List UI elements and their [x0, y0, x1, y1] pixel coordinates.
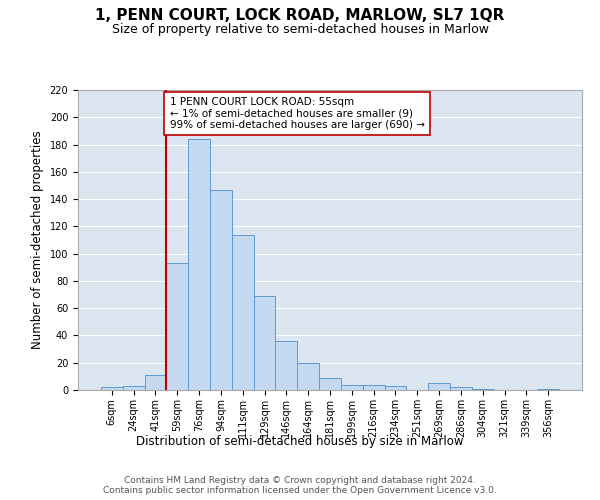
Bar [210, 190, 232, 390]
Text: Size of property relative to semi-detached houses in Marlow: Size of property relative to semi-detach… [112, 22, 488, 36]
Bar [385, 386, 406, 390]
Bar [101, 388, 123, 390]
Bar [363, 384, 385, 390]
Y-axis label: Number of semi-detached properties: Number of semi-detached properties [31, 130, 44, 350]
Text: Distribution of semi-detached houses by size in Marlow: Distribution of semi-detached houses by … [136, 435, 464, 448]
Bar [472, 388, 494, 390]
Bar [254, 296, 275, 390]
Text: Contains HM Land Registry data © Crown copyright and database right 2024.
Contai: Contains HM Land Registry data © Crown c… [103, 476, 497, 495]
Bar [123, 386, 145, 390]
Bar [145, 375, 166, 390]
Bar [297, 362, 319, 390]
Bar [188, 139, 210, 390]
Bar [232, 234, 254, 390]
Bar [275, 341, 297, 390]
Text: 1, PENN COURT, LOCK ROAD, MARLOW, SL7 1QR: 1, PENN COURT, LOCK ROAD, MARLOW, SL7 1Q… [95, 8, 505, 22]
Bar [166, 263, 188, 390]
Text: 1 PENN COURT LOCK ROAD: 55sqm
← 1% of semi-detached houses are smaller (9)
99% o: 1 PENN COURT LOCK ROAD: 55sqm ← 1% of se… [170, 97, 425, 130]
Bar [450, 388, 472, 390]
Bar [428, 383, 450, 390]
Bar [319, 378, 341, 390]
Bar [537, 388, 559, 390]
Bar [341, 384, 363, 390]
